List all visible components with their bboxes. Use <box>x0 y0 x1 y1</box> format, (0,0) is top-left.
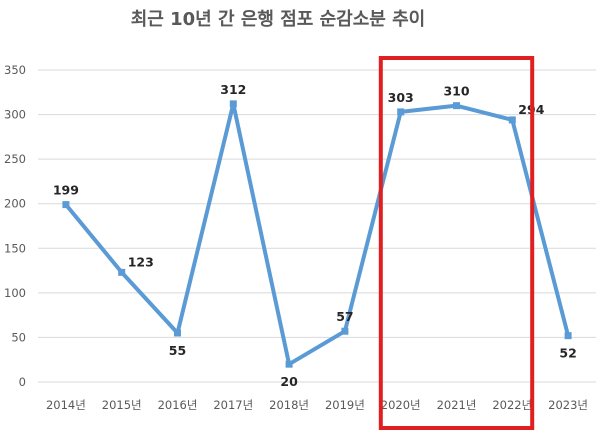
data-label: 123 <box>128 254 154 269</box>
highlight-group <box>378 56 535 430</box>
data-point-marker <box>229 100 237 108</box>
y-tick-label: 350 <box>4 63 26 77</box>
y-tick-label: 250 <box>4 152 26 166</box>
gridlines <box>38 69 596 383</box>
y-tick-label: 50 <box>11 330 26 344</box>
data-label: 20 <box>280 374 298 389</box>
chart-title: 최근 10년 간 은행 점포 순감소분 추이 <box>131 9 426 30</box>
data-label: 303 <box>388 90 414 105</box>
data-point-marker <box>397 108 405 116</box>
data-point-marker <box>174 329 181 337</box>
data-point-marker <box>285 360 293 368</box>
data-label: 57 <box>336 309 353 324</box>
y-tick-label: 150 <box>4 241 26 255</box>
series-line-group <box>62 100 572 368</box>
x-tick-label: 2023년 <box>548 398 588 412</box>
y-tick-label: 300 <box>4 108 26 122</box>
y-tick-label: 200 <box>4 197 26 211</box>
x-tick-label: 2015년 <box>102 398 142 412</box>
x-tick-label: 2019년 <box>325 398 365 412</box>
data-label: 55 <box>169 343 186 358</box>
x-tick-label: 2016년 <box>158 398 198 412</box>
x-tick-label: 2014년 <box>46 398 86 412</box>
y-tick-label: 0 <box>19 375 26 389</box>
y-axis: 0 50 100 150 200 250 300 350 <box>4 63 26 389</box>
data-point-marker <box>62 201 70 209</box>
highlight-box <box>378 56 535 430</box>
x-tick-label: 2022년 <box>492 398 532 412</box>
x-axis: 2014년 2015년 2016년 2017년 2018년 2019년 2020년 2021년… <box>46 398 588 412</box>
data-point-marker <box>564 332 572 340</box>
data-label: 52 <box>559 346 576 361</box>
x-tick-label: 2021년 <box>437 398 477 412</box>
data-point-marker <box>341 327 349 335</box>
x-tick-label: 2020년 <box>381 398 421 412</box>
series-line <box>63 101 571 367</box>
data-label: 310 <box>443 84 469 99</box>
data-point-marker <box>118 268 126 276</box>
x-tick-label: 2017년 <box>213 398 253 412</box>
x-tick-label: 2018년 <box>269 398 309 412</box>
data-label: 312 <box>220 82 246 97</box>
data-point-marker <box>508 116 516 124</box>
data-label: 199 <box>53 183 79 198</box>
data-point-marker <box>453 102 460 110</box>
y-tick-label: 100 <box>4 286 26 300</box>
